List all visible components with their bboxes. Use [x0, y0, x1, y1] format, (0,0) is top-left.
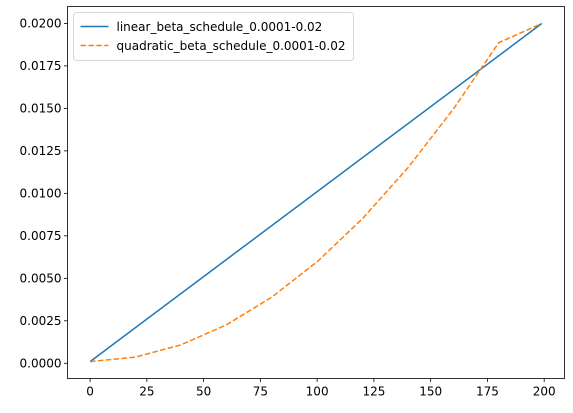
- x-tick-label: 0: [86, 385, 94, 399]
- y-tick-label: 0.0075: [20, 229, 62, 243]
- x-tick-label: 125: [362, 385, 385, 399]
- x-tick-label: 100: [306, 385, 329, 399]
- x-tick-label: 150: [419, 385, 442, 399]
- legend-label-1: linear_beta_schedule_0.0001-0.02: [117, 20, 323, 34]
- y-tick-label: 0.0200: [20, 17, 62, 31]
- x-tick-label: 50: [196, 385, 211, 399]
- axes-layer: 0 25 50 75 100 125 150 175 200 0.0000 0.0025 0.0050…: [20, 6, 565, 399]
- series-line-2: [90, 22, 543, 363]
- y-tick-label: 0.0025: [20, 314, 62, 328]
- x-tick-label: 175: [476, 385, 499, 399]
- x-tick-label: 200: [533, 385, 556, 399]
- series-layer: [89, 22, 543, 363]
- y-tick-label: 0.0000: [20, 357, 62, 371]
- y-tick-label: 0.0150: [20, 102, 62, 116]
- y-tick-label: 0.0050: [20, 272, 62, 286]
- axes-frame: [67, 6, 565, 379]
- series-line-1: [89, 22, 543, 363]
- legend: linear_beta_schedule_0.0001-0.02 quadrati…: [73, 12, 354, 61]
- x-tick-label: 75: [253, 385, 268, 399]
- x-tick-label: 25: [139, 385, 154, 399]
- y-tick-label: 0.0100: [20, 187, 62, 201]
- y-tick-label: 0.0175: [20, 59, 62, 73]
- legend-box: [73, 12, 354, 61]
- legend-label-2: quadratic_beta_schedule_0.0001-0.02: [117, 39, 346, 53]
- y-tick-label: 0.0125: [20, 144, 62, 158]
